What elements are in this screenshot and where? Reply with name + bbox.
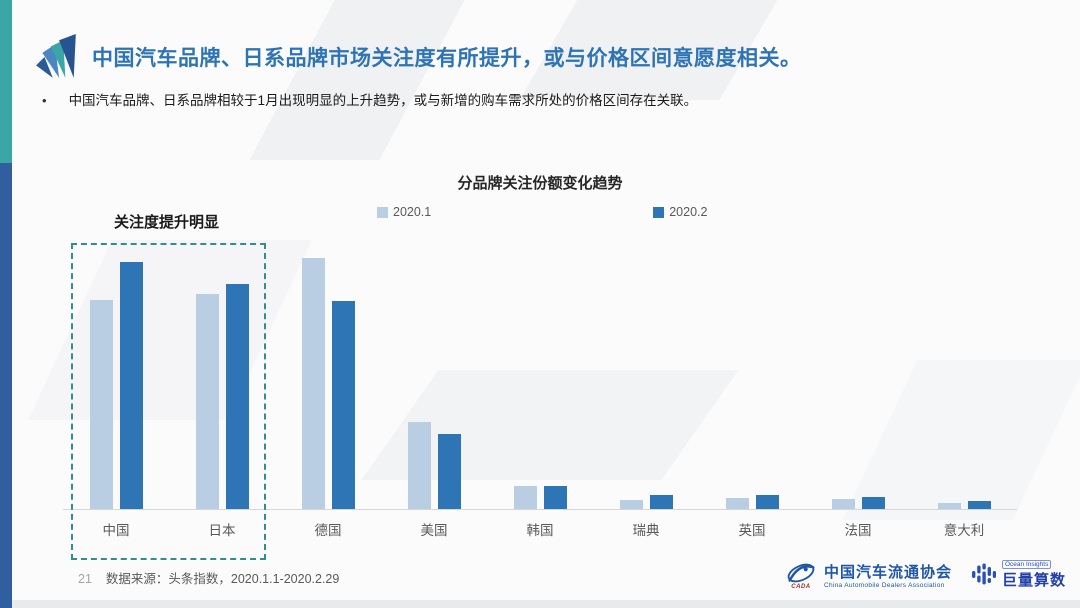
left-edge-accent-teal xyxy=(0,0,12,163)
footer: 21 数据来源：头条指数，2020.1.1-2020.2.29 xyxy=(78,568,339,587)
bar-2020.2 xyxy=(861,497,885,509)
data-source-text: 数据来源：头条指数，2020.1.1-2020.2.29 xyxy=(105,572,340,586)
bar-2020.2 xyxy=(543,486,567,509)
bar-group-中国 xyxy=(63,249,169,509)
background-watermark xyxy=(249,0,481,160)
bar-2020.2 xyxy=(119,262,143,509)
bar-group-英国 xyxy=(699,249,805,509)
ocean-insights-logo: Ocean Insights 巨量算数 xyxy=(971,560,1066,590)
bar-2020.2 xyxy=(967,501,991,509)
bar-2020.1 xyxy=(89,300,113,509)
category-label: 意大利 xyxy=(943,523,985,538)
cada-logo: CADA 中国汽车流通协会 China Automobile Dealers A… xyxy=(785,560,952,590)
slide-title: 中国汽车品牌、日系品牌市场关注度有所提升，或与价格区间意愿度相关。 xyxy=(92,47,802,70)
footer-logos: CADA 中国汽车流通协会 China Automobile Dealers A… xyxy=(785,560,1066,590)
legend-item: 2020.2 xyxy=(653,205,707,219)
bar-group-韩国 xyxy=(487,249,593,509)
bar-2020.2 xyxy=(331,301,355,509)
bar-group-日本 xyxy=(169,249,275,509)
plot-area xyxy=(63,249,1017,509)
x-axis-line xyxy=(63,509,1017,510)
bar-2020.1 xyxy=(725,498,749,509)
ocean-names: Ocean Insights 巨量算数 xyxy=(1001,560,1066,590)
category-label: 日本 xyxy=(208,523,236,538)
legend-item: 2020.1 xyxy=(377,205,431,219)
bar-2020.1 xyxy=(407,422,431,509)
bar-2020.2 xyxy=(755,495,779,509)
ocean-name-cn: 巨量算数 xyxy=(1001,572,1066,589)
legend-label: 2020.2 xyxy=(669,205,708,219)
chart-title: 分品牌关注份额变化趋势 xyxy=(457,175,623,192)
category-label: 中国 xyxy=(102,523,130,538)
category-label: 美国 xyxy=(420,523,448,538)
category-label: 德国 xyxy=(314,523,342,538)
bar-2020.1 xyxy=(937,503,961,509)
category-labels: 中国 日本 德国 美国 韩国 瑞典 英国 法国 意大利 xyxy=(63,519,1017,539)
fan-logo-icon xyxy=(36,34,76,78)
bottom-edge-strip xyxy=(12,600,1080,608)
bar-2020.2 xyxy=(225,284,249,509)
bar-group-德国 xyxy=(275,249,381,509)
ocean-name-en: Ocean Insights xyxy=(1001,560,1052,569)
chart-legend: 2020.1 2020.2 xyxy=(377,205,707,219)
bar-2020.1 xyxy=(195,294,219,509)
bar-group-美国 xyxy=(381,249,487,509)
bar-2020.1 xyxy=(619,500,643,509)
cada-abbr: CADA xyxy=(791,584,811,590)
category-label: 韩国 xyxy=(526,523,554,538)
left-edge-accent-blue xyxy=(0,163,12,608)
bar-2020.1 xyxy=(301,258,325,509)
bullet-marker: • xyxy=(42,93,47,108)
cada-name-cn: 中国汽车流通协会 xyxy=(823,565,952,581)
bar-2020.1 xyxy=(831,499,855,509)
legend-swatch xyxy=(377,206,388,218)
legend-swatch xyxy=(653,206,665,218)
cada-logo-icon: CADA xyxy=(785,560,817,590)
bar-group-瑞典 xyxy=(593,249,699,509)
category-label: 瑞典 xyxy=(632,523,660,538)
page-number: 21 xyxy=(78,572,92,586)
category-label: 法国 xyxy=(844,523,872,538)
bar-2020.1 xyxy=(513,486,537,509)
bullet-row: • 中国汽车品牌、日系品牌相较于1月出现明显的上升趋势，或与新增的购车需求所处的… xyxy=(42,92,697,109)
bar-group-意大利 xyxy=(911,249,1017,509)
chart-annotation: 关注度提升明显 xyxy=(114,214,220,231)
category-label: 英国 xyxy=(738,523,766,538)
bar-group-法国 xyxy=(805,249,911,509)
legend-label: 2020.1 xyxy=(393,205,432,219)
bar-2020.2 xyxy=(649,495,673,509)
ocean-equalizer-icon xyxy=(971,563,996,585)
bar-2020.2 xyxy=(437,434,461,509)
slide-header: 中国汽车品牌、日系品牌市场关注度有所提升，或与价格区间意愿度相关。 xyxy=(34,34,802,80)
bullet-text: 中国汽车品牌、日系品牌相较于1月出现明显的上升趋势，或与新增的购车需求所处的价格… xyxy=(68,93,698,108)
cada-names: 中国汽车流通协会 China Automobile Dealers Associ… xyxy=(824,561,952,589)
cada-name-en: China Automobile Dealers Association xyxy=(823,582,945,589)
